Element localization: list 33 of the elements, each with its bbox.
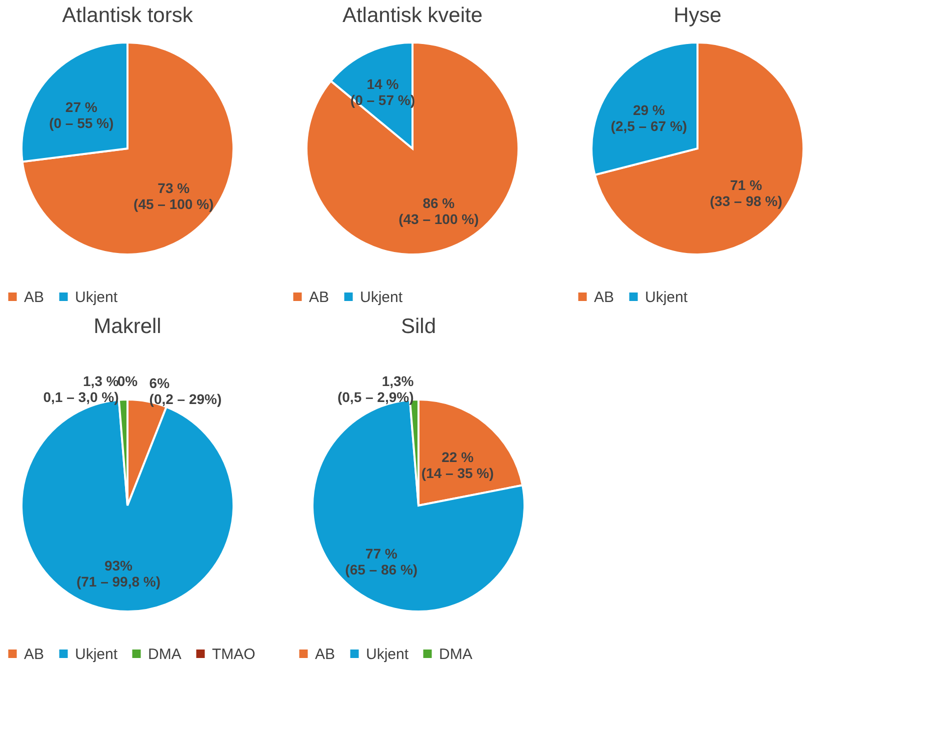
legend-label: DMA: [439, 646, 472, 663]
legend-label: AB: [594, 288, 614, 306]
pie-slice: [594, 42, 804, 256]
legend-label: AB: [309, 288, 330, 306]
data-label: 1,3 % 0,1 – 3,0 %): [43, 372, 120, 405]
data-label: 6% (0,2 – 29%): [149, 374, 222, 407]
legend-label: Ukjent: [75, 288, 118, 306]
legend-label: Ukjent: [75, 646, 118, 663]
legend-label: DMA: [148, 646, 182, 663]
data-label: 22 % (14 – 35 %): [421, 449, 494, 482]
text: 0%: [117, 372, 138, 389]
pie-slice: [21, 42, 234, 256]
chart-title: Makrell: [94, 314, 162, 338]
data-label: 73 % (45 – 100 %): [134, 180, 214, 212]
legend-label: AB: [24, 288, 44, 306]
data-label: 29 % (2,5 – 67 %): [610, 102, 688, 134]
chart-title: Atlantisk kveite: [342, 4, 483, 27]
data-label: 77 % (65 – 86 %): [345, 546, 418, 578]
legend-label: AB: [24, 646, 44, 663]
legend-label: AB: [315, 646, 336, 663]
data-label: 86 % (43 – 100 %): [398, 195, 479, 228]
pie-slice: [306, 42, 520, 256]
legend-label: Ukjent: [360, 288, 404, 306]
legend-label: Ukjent: [645, 288, 688, 306]
chart-title: Sild: [400, 314, 436, 338]
legend-label: Ukjent: [366, 646, 410, 663]
legend-label: TMAO: [212, 646, 256, 663]
chart-title: Atlantisk torsk: [62, 4, 194, 27]
data-label: 71 % (33 – 98 %): [710, 177, 782, 210]
chart-title: Hyse: [674, 4, 722, 27]
data-label: 27 % (0 – 55 %): [49, 98, 114, 131]
data-label: 1,3% (0,5 – 2,9%): [337, 372, 414, 405]
data-label: 93% (71 – 99,8 %): [76, 557, 161, 590]
